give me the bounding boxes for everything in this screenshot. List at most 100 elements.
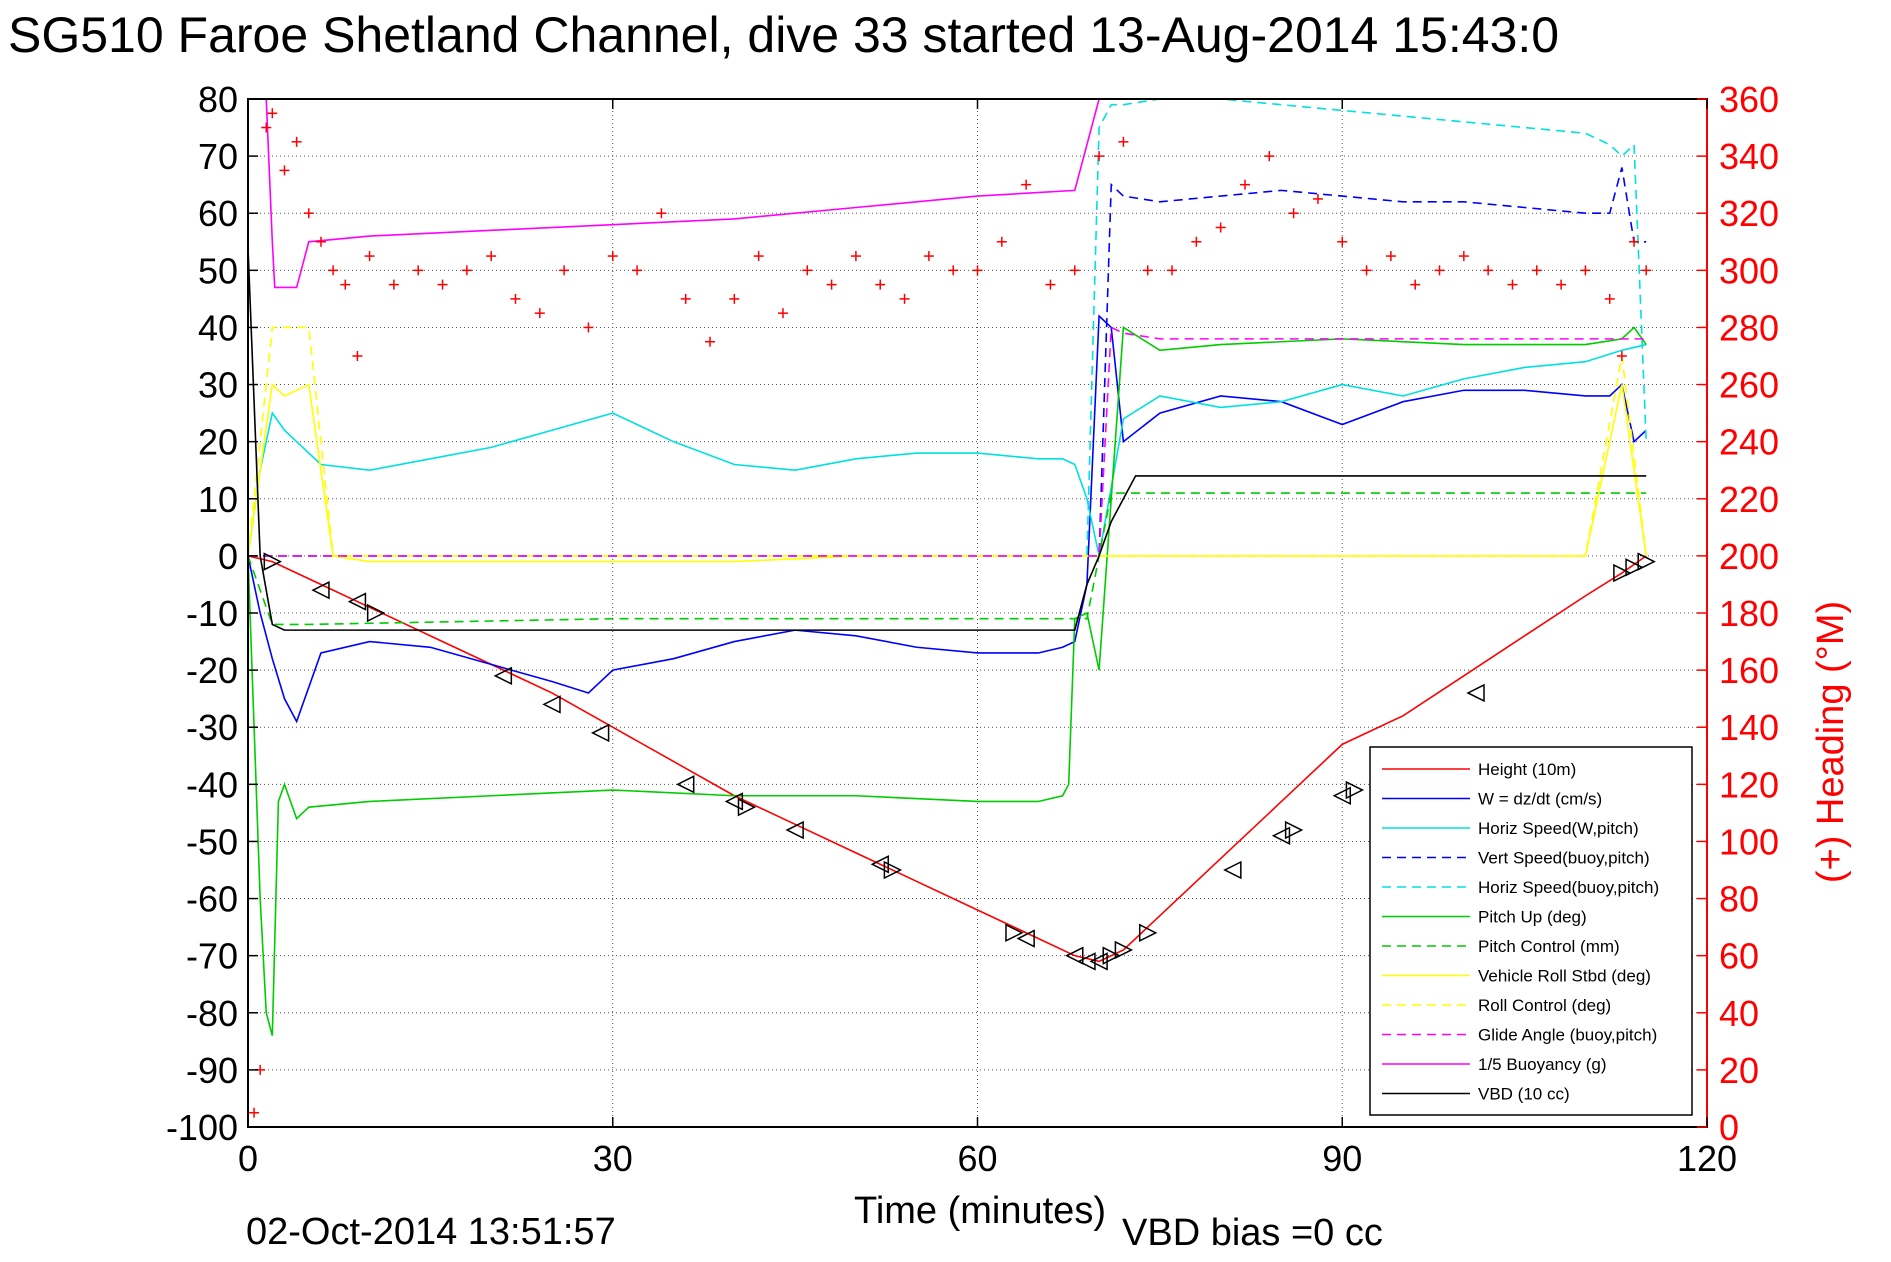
heading-point — [1458, 251, 1469, 262]
heading-point — [1507, 279, 1518, 290]
x-axis: 0 30 60 90 120 — [238, 99, 1737, 1179]
heading-point — [352, 351, 363, 361]
heading-point — [583, 322, 594, 333]
chart-title: SG510 Faroe Shetland Channel, dive 33 st… — [8, 7, 1559, 63]
heading-point — [680, 293, 691, 304]
legend-label: Horiz Speed(buoy,pitch) — [1478, 878, 1659, 897]
series-line-11 — [247, 247, 1647, 631]
y-tick-label-right: 320 — [1719, 193, 1779, 234]
heading-point — [1629, 236, 1640, 247]
heading-point — [328, 265, 339, 276]
glider-marker — [347, 592, 367, 611]
glider-marker — [1114, 940, 1134, 960]
series-line-2 — [247, 343, 1647, 557]
x-axis-label: Time (minutes) — [854, 1190, 1106, 1232]
heading-point — [279, 165, 290, 176]
y-tick-label-left: -70 — [186, 936, 238, 977]
y-tick-label-left: 40 — [198, 307, 238, 348]
x-tick-label: 60 — [957, 1138, 997, 1179]
heading-point — [777, 308, 788, 319]
footer-note: VBD bias =0 cc — [1122, 1212, 1383, 1254]
y-tick-label-left: 0 — [218, 536, 238, 577]
heading-point — [1167, 265, 1178, 276]
heading-point — [364, 251, 375, 262]
heading-point — [1191, 236, 1202, 247]
glider-marker — [493, 666, 513, 686]
heading-point — [826, 279, 837, 290]
series-line-5 — [247, 326, 1647, 1036]
series-line-9 — [248, 326, 1647, 557]
y-tick-label-right: 260 — [1719, 365, 1779, 406]
legend-label: W = dz/dt (cm/s) — [1478, 790, 1602, 809]
heading-point — [437, 279, 448, 290]
legend-label: Vehicle Roll Stbd (deg) — [1478, 967, 1651, 986]
glider-marker — [883, 860, 903, 880]
heading-point — [1556, 279, 1567, 290]
heading-point — [705, 336, 716, 347]
heading-point — [996, 236, 1007, 247]
series-line-6 — [247, 492, 1647, 626]
heading-point — [1069, 265, 1080, 276]
legend-box — [1369, 746, 1693, 1116]
heading-point — [486, 251, 497, 262]
legend: Height (10m) W = dz/dt (cm/s) Horiz Speed(… — [1369, 746, 1693, 1116]
y-tick-label-right: 100 — [1719, 821, 1779, 862]
y-tick-label-right: 340 — [1719, 136, 1779, 177]
y-tick-label-right: 180 — [1719, 593, 1779, 634]
legend-entry: Roll Control (deg) — [1382, 996, 1611, 1015]
heading-point — [388, 279, 399, 290]
heading-point — [1641, 265, 1652, 276]
y-tick-label-left: 10 — [198, 479, 238, 520]
y-axis-left: 80 70 60 50 40 30 20 10 0 -10 -20 -30 -40 -50 -60 -70 -8… — [166, 79, 258, 1148]
heading-point — [315, 236, 326, 247]
heading-point — [632, 265, 643, 276]
heading-point — [1385, 251, 1396, 262]
y-tick-label-right: 140 — [1719, 707, 1779, 748]
legend-entry: Horiz Speed(buoy,pitch) — [1382, 878, 1659, 897]
heading-point — [850, 251, 861, 262]
y-tick-label-left: -40 — [186, 764, 238, 805]
glider-marker — [1466, 683, 1485, 703]
heading-point — [899, 293, 910, 304]
heading-point — [1094, 151, 1105, 162]
y-tick-label-left: 80 — [198, 79, 238, 120]
legend-label: 1/5 Buoyancy (g) — [1478, 1055, 1607, 1074]
glider-marker — [590, 723, 610, 743]
legend-entry: VBD (10 cc) — [1382, 1085, 1570, 1104]
x-tick-label: 90 — [1322, 1138, 1362, 1179]
heading-point — [1410, 279, 1421, 290]
glider-marker — [1284, 820, 1304, 840]
x-tick-label: 0 — [238, 1138, 258, 1179]
y-tick-label-right: 160 — [1719, 650, 1779, 691]
heading-point — [1045, 279, 1056, 290]
legend-entry: Height (10m) — [1382, 760, 1576, 779]
glider-marker — [1065, 946, 1084, 965]
heading-point — [413, 265, 424, 276]
legend-entry: W = dz/dt (cm/s) — [1382, 790, 1602, 809]
glider-marker — [1102, 946, 1121, 965]
legend-entry: Pitch Up (deg) — [1382, 908, 1587, 927]
glider-marker — [1345, 780, 1365, 800]
x-tick-label: 30 — [593, 1138, 633, 1179]
glider-marker — [1271, 826, 1291, 845]
heading-point — [802, 265, 813, 276]
heading-point — [607, 251, 618, 262]
glider-marker — [737, 797, 757, 817]
heading-point — [1118, 136, 1129, 147]
legend-label: VBD (10 cc) — [1478, 1085, 1570, 1104]
y-tick-label-left: -30 — [186, 707, 238, 748]
legend-entry: Glide Angle (buoy,pitch) — [1382, 1026, 1657, 1045]
heading-point — [923, 251, 934, 262]
legend-label: Horiz Speed(W,pitch) — [1478, 819, 1639, 838]
y-tick-label-left: -90 — [186, 1050, 238, 1091]
series-line-1 — [247, 314, 1647, 724]
heading-point — [1604, 293, 1615, 304]
series-lines — [247, 98, 1648, 1036]
heading-point — [249, 1107, 260, 1118]
y-tick-label-right: 280 — [1719, 307, 1779, 348]
heading-point — [510, 293, 521, 304]
series-line-8 — [247, 326, 1648, 557]
legend-label: Pitch Up (deg) — [1478, 908, 1587, 927]
heading-point — [972, 265, 983, 276]
y-tick-label-right: 80 — [1719, 879, 1759, 920]
